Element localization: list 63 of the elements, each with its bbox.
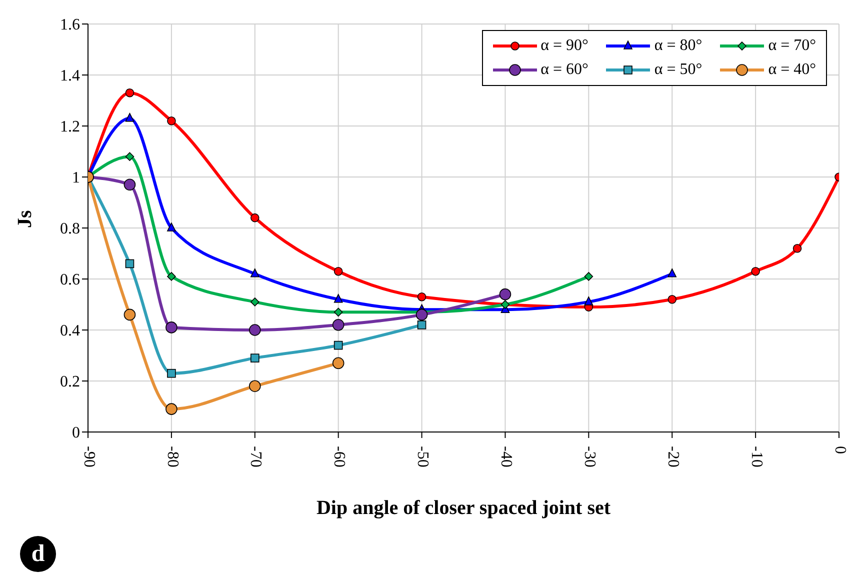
point xyxy=(166,403,178,415)
point xyxy=(332,319,344,331)
point xyxy=(334,340,343,350)
point xyxy=(334,266,343,276)
y-tick-label: 0.8 xyxy=(60,220,80,238)
y-axis-title: Js xyxy=(14,210,36,228)
x-tick-label: -40 xyxy=(498,446,515,468)
point xyxy=(250,268,260,278)
x-tick-label: -60 xyxy=(330,446,348,468)
point xyxy=(124,178,136,191)
legend-label: α = 70° xyxy=(768,37,816,55)
point xyxy=(250,298,260,306)
point xyxy=(584,296,594,306)
point xyxy=(248,324,261,336)
point xyxy=(417,292,426,302)
y-tick-label: 0.4 xyxy=(60,322,80,340)
y-tick-label: 1.2 xyxy=(60,118,80,136)
x-tick-label: -30 xyxy=(580,446,598,468)
y-tick-label: 1.6 xyxy=(60,16,80,34)
x-tick-label: -20 xyxy=(664,446,682,468)
point xyxy=(250,213,260,222)
point xyxy=(499,288,512,300)
point xyxy=(125,259,134,268)
legend-label: α = 60° xyxy=(540,61,588,79)
point xyxy=(125,112,134,122)
x-tick-label: 0 xyxy=(831,446,848,454)
point xyxy=(167,222,176,232)
x-axis-title: Dip angle of closer spaced joint set xyxy=(316,497,611,519)
point xyxy=(417,320,426,330)
point xyxy=(416,308,428,321)
y-tick-label: 0.2 xyxy=(60,374,80,391)
legend-label: α = 80° xyxy=(654,37,702,55)
point xyxy=(125,152,134,161)
point xyxy=(166,322,178,334)
point xyxy=(500,300,510,309)
legend-label: α = 90° xyxy=(540,37,588,55)
legend-label: α = 40° xyxy=(768,61,816,79)
point xyxy=(584,272,594,281)
point xyxy=(792,244,802,253)
text: d xyxy=(20,536,56,572)
point xyxy=(250,354,260,362)
point xyxy=(125,88,134,98)
point xyxy=(668,268,677,278)
point xyxy=(334,294,343,303)
point xyxy=(167,116,176,126)
point xyxy=(248,380,261,392)
y-tick-label: 0.6 xyxy=(60,272,80,289)
x-tick-label: -90 xyxy=(80,446,98,468)
x-tick-label: -50 xyxy=(414,446,432,468)
legend-label: α = 50° xyxy=(654,61,702,79)
point xyxy=(668,295,677,304)
x-tick-label: -10 xyxy=(748,446,765,468)
point xyxy=(167,272,176,281)
y-tick-label: 1.4 xyxy=(60,68,80,85)
x-tick-label: -80 xyxy=(164,446,181,468)
y-tick-label: 1 xyxy=(72,170,80,187)
x-tick-label: -70 xyxy=(247,446,264,468)
point xyxy=(334,308,343,317)
point xyxy=(751,266,760,276)
y-tick-label: 0 xyxy=(72,424,80,442)
point xyxy=(124,308,136,321)
point xyxy=(332,357,344,370)
point xyxy=(167,368,176,378)
